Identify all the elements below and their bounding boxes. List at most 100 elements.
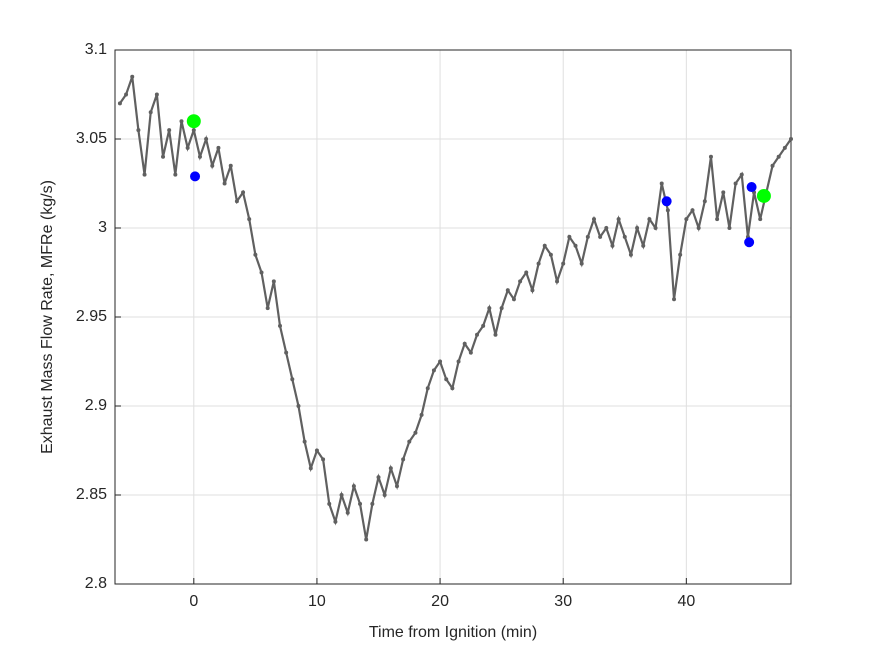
data-point (376, 475, 381, 480)
data-point (604, 226, 609, 230)
data-point (277, 323, 282, 328)
marker-point (186, 114, 201, 129)
data-point (610, 243, 615, 248)
data-point (191, 128, 196, 133)
data-point (776, 154, 781, 159)
y-tick-label: 3.1 (85, 41, 107, 58)
y-tick-label: 3.05 (76, 130, 107, 147)
data-point (142, 172, 147, 177)
data-point (628, 252, 633, 257)
data-point (733, 181, 738, 186)
data-point (696, 226, 701, 230)
data-point (438, 359, 443, 364)
data-point (425, 386, 430, 391)
data-point (253, 252, 258, 257)
marker-point (746, 182, 757, 193)
data-point (117, 101, 122, 106)
data-point (456, 359, 461, 364)
data-point (259, 270, 264, 275)
x-tick-label: 40 (677, 593, 695, 610)
data-line (119, 76, 792, 540)
y-tick-label: 3 (98, 219, 107, 236)
data-point (690, 208, 695, 213)
data-point (684, 217, 689, 222)
data-point (271, 279, 276, 284)
data-point (727, 226, 732, 230)
marker-point (190, 171, 201, 182)
data-point (598, 234, 603, 239)
data-point (370, 501, 375, 506)
y-tick-label: 2.9 (85, 397, 107, 414)
data-point (314, 448, 319, 453)
data-point (247, 217, 252, 222)
data-point (179, 119, 184, 124)
data-point (321, 457, 326, 462)
data-point (234, 199, 239, 204)
data-point (339, 493, 344, 497)
data-point (518, 279, 523, 284)
y-axis-label: Exhaust Mass Flow Rate, MFRe (kg/s) (39, 180, 56, 454)
data-point (702, 199, 707, 204)
data-point (579, 261, 584, 266)
data-point (481, 323, 486, 328)
data-point (450, 386, 455, 391)
data-point (124, 92, 129, 97)
data-point (616, 217, 621, 222)
data-point (487, 306, 492, 311)
data-point (419, 412, 424, 417)
data-point (542, 243, 547, 248)
data-point (678, 252, 683, 257)
data-point (475, 332, 480, 337)
data-point (659, 181, 664, 186)
data-point (351, 484, 356, 489)
data-point (665, 208, 670, 213)
data-point (197, 154, 202, 159)
data-point (672, 297, 677, 302)
y-tick-label: 2.8 (85, 575, 107, 592)
data-point (204, 137, 209, 141)
data-point (431, 368, 436, 373)
axes-box (114, 49, 792, 585)
data-point (622, 234, 627, 239)
data-point (284, 350, 289, 355)
data-point (401, 457, 406, 462)
data-point (499, 306, 504, 311)
data-point (561, 261, 566, 266)
data-point (462, 341, 467, 346)
data-point (536, 261, 541, 266)
data-point (548, 252, 553, 257)
y-tick-label: 2.95 (76, 308, 107, 325)
data-point (388, 466, 393, 471)
data-point (185, 145, 190, 150)
data-point (296, 404, 301, 408)
data-point (290, 377, 295, 382)
marker-point (661, 196, 672, 207)
data-point (148, 110, 153, 115)
data-point (161, 154, 166, 159)
data-point (530, 288, 535, 293)
data-point (555, 279, 560, 284)
data-point (216, 145, 221, 150)
data-point (444, 377, 449, 382)
data-point (308, 466, 313, 471)
x-tick-label: 10 (308, 593, 326, 610)
data-point (708, 154, 713, 159)
x-axis-label: Time from Ignition (min) (369, 624, 537, 641)
marker-point (744, 237, 755, 248)
data-point (567, 234, 572, 239)
data-point (265, 306, 270, 311)
data-point (739, 172, 744, 177)
data-point (715, 217, 720, 222)
x-tick-label: 30 (554, 593, 572, 610)
x-tick-label: 0 (189, 593, 198, 610)
data-point (647, 217, 652, 222)
data-point (493, 332, 498, 337)
data-point (653, 226, 658, 230)
data-point (721, 190, 726, 195)
data-point (173, 172, 178, 177)
data-point (789, 137, 793, 141)
data-point (154, 92, 159, 97)
data-point (241, 190, 246, 195)
data-point (228, 163, 233, 168)
